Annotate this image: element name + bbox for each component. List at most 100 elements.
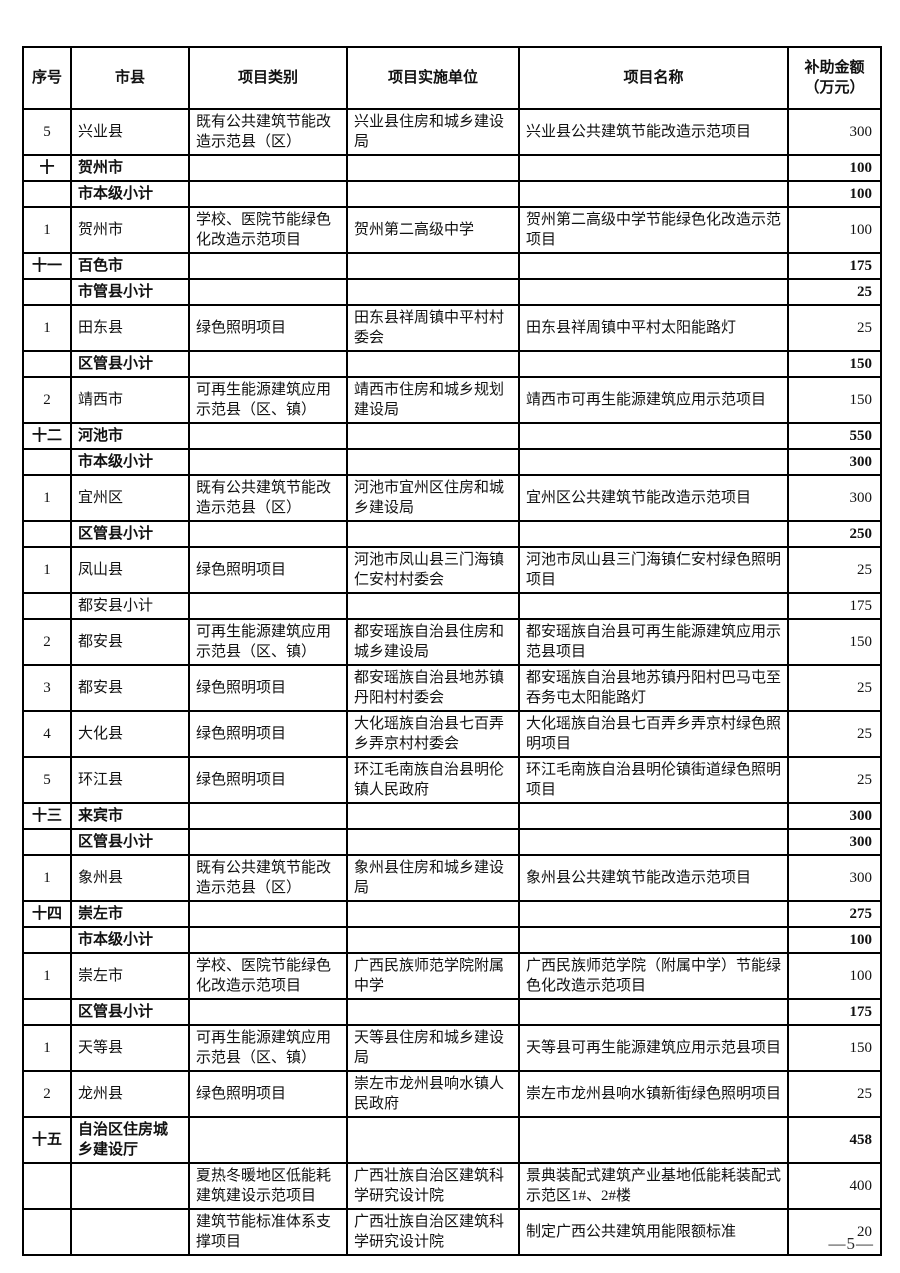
cell-no: 1 xyxy=(22,854,72,902)
table-row: 市本级小计 100 xyxy=(22,926,882,954)
cell-unit: 田东县祥周镇中平村村委会 xyxy=(346,304,520,352)
cell-amount: 25 xyxy=(787,1070,882,1118)
table-row: 十贺州市 100 xyxy=(22,154,882,182)
cell-no xyxy=(22,828,72,856)
table-row: 5 兴业县 既有公共建筑节能改造示范县（区） 兴业县住房和城乡建设局 兴业县公共建筑节能… xyxy=(22,108,882,156)
cell-project: 靖西市可再生能源建筑应用示范项目 xyxy=(518,376,789,424)
cell-amount: 275 xyxy=(787,900,882,928)
cell-unit: 天等县住房和城乡建设局 xyxy=(346,1024,520,1072)
cell-city: 崇左市 xyxy=(70,900,190,928)
table-row: 区管县小计 175 xyxy=(22,998,882,1026)
cell-project: 广西民族师范学院（附属中学）节能绿色化改造示范项目 xyxy=(518,952,789,1000)
cell-no: 十四 xyxy=(22,900,72,928)
cell-category: 可再生能源建筑应用示范县（区、镇） xyxy=(188,376,348,424)
cell-city: 都安县 xyxy=(70,664,190,712)
cell-project: 都安瑶族自治县可再生能源建筑应用示范县项目 xyxy=(518,618,789,666)
cell-unit xyxy=(346,828,520,856)
cell-city: 环江县 xyxy=(70,756,190,804)
cell-amount: 100 xyxy=(787,206,882,254)
cell-category: 夏热冬暖地区低能耗建筑建设示范项目 xyxy=(188,1162,348,1210)
cell-no: 1 xyxy=(22,206,72,254)
cell-project: 象州县公共建筑节能改造示范项目 xyxy=(518,854,789,902)
cell-category xyxy=(188,926,348,954)
table-row: 市管县小计 25 xyxy=(22,278,882,306)
table-row: 2 龙州县 绿色照明项目 崇左市龙州县响水镇人民政府 崇左市龙州县响水镇新街绿色照明项目… xyxy=(22,1070,882,1118)
cell-project xyxy=(518,422,789,450)
cell-category: 可再生能源建筑应用示范县（区、镇） xyxy=(188,618,348,666)
cell-category xyxy=(188,422,348,450)
cell-city: 区管县小计 xyxy=(70,350,190,378)
cell-amount: 458 xyxy=(787,1116,882,1164)
cell-category: 绿色照明项目 xyxy=(188,546,348,594)
cell-project: 都安瑶族自治县地苏镇丹阳村巴马屯至吞务屯太阳能路灯 xyxy=(518,664,789,712)
cell-project xyxy=(518,900,789,928)
cell-category xyxy=(188,1116,348,1164)
cell-no xyxy=(22,592,72,620)
cell-unit: 都安瑶族自治县地苏镇丹阳村村委会 xyxy=(346,664,520,712)
cell-unit xyxy=(346,350,520,378)
cell-city: 贺州市 xyxy=(70,154,190,182)
cell-no: 5 xyxy=(22,108,72,156)
cell-city: 田东县 xyxy=(70,304,190,352)
cell-city: 龙州县 xyxy=(70,1070,190,1118)
cell-unit xyxy=(346,998,520,1026)
cell-city xyxy=(70,1208,190,1256)
cell-unit: 广西民族师范学院附属中学 xyxy=(346,952,520,1000)
cell-amount: 100 xyxy=(787,154,882,182)
cell-amount: 175 xyxy=(787,252,882,280)
cell-category xyxy=(188,154,348,182)
cell-project: 制定广西公共建筑用能限额标准 xyxy=(518,1208,789,1256)
cell-unit: 广西壮族自治区建筑科学研究设计院 xyxy=(346,1162,520,1210)
table-row: 十一 百色市 175 xyxy=(22,252,882,280)
cell-unit xyxy=(346,278,520,306)
cell-city: 崇左市 xyxy=(70,952,190,1000)
cell-no: 1 xyxy=(22,952,72,1000)
cell-project: 景典装配式建筑产业基地低能耗装配式示范区1#、2#楼 xyxy=(518,1162,789,1210)
cell-city: 区管县小计 xyxy=(70,520,190,548)
cell-unit xyxy=(346,252,520,280)
cell-amount: 100 xyxy=(787,952,882,1000)
cell-unit: 环江毛南族自治县明伦镇人民政府 xyxy=(346,756,520,804)
cell-unit: 靖西市住房和城乡规划建设局 xyxy=(346,376,520,424)
cell-city: 宜州区 xyxy=(70,474,190,522)
cell-no: 2 xyxy=(22,618,72,666)
page-number: —5— xyxy=(828,1234,874,1253)
table-row: 区管县小计 150 xyxy=(22,350,882,378)
header-category: 项目类别 xyxy=(188,46,348,110)
table-row: 1 崇左市 学校、医院节能绿色化改造示范项目 广西民族师范学院附属中学 广西民族师范学院… xyxy=(22,952,882,1000)
cell-project: 环江毛南族自治县明伦镇街道绿色照明项目 xyxy=(518,756,789,804)
cell-no: 1 xyxy=(22,474,72,522)
cell-city: 区管县小计 xyxy=(70,998,190,1026)
cell-amount: 150 xyxy=(787,350,882,378)
cell-unit xyxy=(346,422,520,450)
cell-city: 市本级小计 xyxy=(70,448,190,476)
cell-unit xyxy=(346,1116,520,1164)
cell-unit xyxy=(346,448,520,476)
cell-city: 兴业县 xyxy=(70,108,190,156)
cell-city: 大化县 xyxy=(70,710,190,758)
cell-category: 建筑节能标准体系支撑项目 xyxy=(188,1208,348,1256)
cell-category xyxy=(188,828,348,856)
cell-unit: 大化瑶族自治县七百弄乡弄京村村委会 xyxy=(346,710,520,758)
cell-no: 1 xyxy=(22,546,72,594)
table-row: 十四 崇左市 275 xyxy=(22,900,882,928)
cell-category: 学校、医院节能绿色化改造示范项目 xyxy=(188,952,348,1000)
cell-project: 崇左市龙州县响水镇新街绿色照明项目 xyxy=(518,1070,789,1118)
header-city: 市县 xyxy=(70,46,190,110)
table-row: 市本级小计 300 xyxy=(22,448,882,476)
cell-city: 凤山县 xyxy=(70,546,190,594)
cell-category: 绿色照明项目 xyxy=(188,756,348,804)
subsidy-table-container: 序号 市县 项目类别 项目实施单位 项目名称 补助金额 （万元） 5 兴业县 既有公… xyxy=(22,46,882,1256)
subsidy-table: 序号 市县 项目类别 项目实施单位 项目名称 补助金额 （万元） 5 兴业县 既有公… xyxy=(22,46,882,1256)
cell-project: 兴业县公共建筑节能改造示范项目 xyxy=(518,108,789,156)
cell-unit xyxy=(346,154,520,182)
cell-category xyxy=(188,350,348,378)
cell-city: 靖西市 xyxy=(70,376,190,424)
table-row: 2 靖西市 可再生能源建筑应用示范县（区、镇） 靖西市住房和城乡规划建设局 靖西市可再生… xyxy=(22,376,882,424)
table-header-row: 序号 市县 项目类别 项目实施单位 项目名称 补助金额 （万元） xyxy=(22,46,882,110)
cell-amount: 100 xyxy=(787,926,882,954)
cell-amount: 20 xyxy=(787,1208,882,1256)
table-row: 1 贺州市 学校、医院节能绿色化改造示范项目 贺州第二高级中学 贺州第二高级中学节能绿色… xyxy=(22,206,882,254)
cell-project xyxy=(518,252,789,280)
header-amount: 补助金额 （万元） xyxy=(787,46,882,110)
